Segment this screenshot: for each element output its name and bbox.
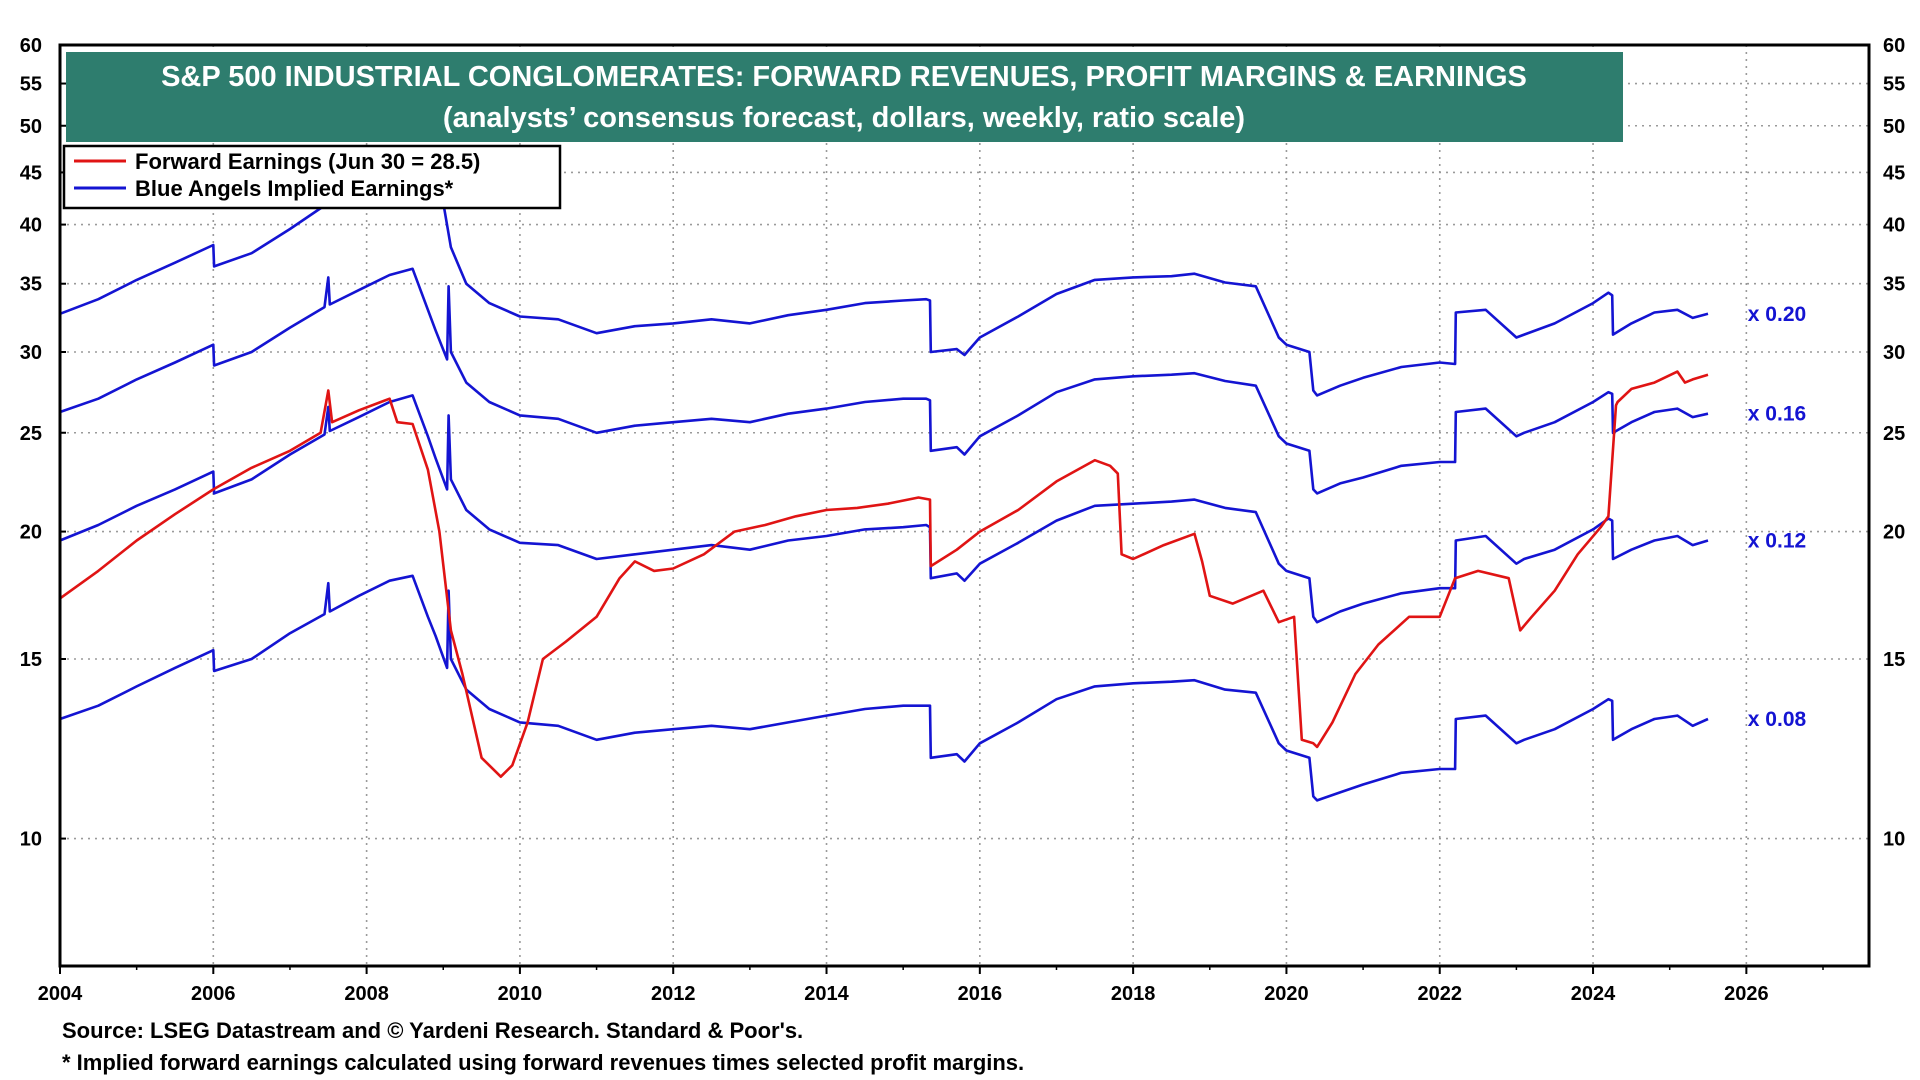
x-tick-2026: 2026 [1724,983,1769,1005]
y-tick-left-35: 35 [20,274,42,296]
chart-subtitle: (analysts’ consensus forecast, dollars, … [443,102,1245,134]
y-tick-left-55: 55 [20,74,42,96]
multiplier-label-020: x 0.20 [1748,303,1806,326]
y-tick-left-20: 20 [20,522,42,544]
footer-source: Source: LSEG Datastream and © Yardeni Re… [62,1018,804,1043]
plot-frame [58,43,1871,968]
y-tick-right-25: 25 [1883,423,1905,445]
x-tick-2014: 2014 [804,983,849,1005]
y-tick-right-35: 35 [1883,274,1905,296]
legend: Forward Earnings (Jun 30 = 28.5) Blue An… [62,144,562,210]
title-box [66,52,1623,142]
x-tick-2016: 2016 [958,983,1003,1005]
multiplier-label-012: x 0.12 [1748,530,1806,553]
series-line-forward-earnings [59,370,1709,778]
y-tick-right-20: 20 [1883,522,1905,544]
x-tick-2020: 2020 [1264,983,1309,1005]
x-tick-2010: 2010 [498,983,543,1005]
series-line-blue-angels-implied-earnings-x-0-16 [59,267,1709,495]
y-tick-right-60: 60 [1883,35,1905,57]
y-tick-right-30: 30 [1883,342,1905,364]
x-tick-2024: 2024 [1571,983,1616,1005]
x-tick-2018: 2018 [1111,983,1156,1005]
multiplier-label-008: x 0.08 [1748,708,1807,731]
y-tick-left-60: 60 [20,35,42,57]
y-tick-left-50: 50 [20,116,42,138]
y-tick-left-25: 25 [20,423,42,445]
y-tick-right-45: 45 [1883,162,1905,184]
y-tick-left-30: 30 [20,342,42,364]
y-tick-right-15: 15 [1883,649,1905,671]
multiplier-label-016: x 0.16 [1748,403,1806,426]
series-line-blue-angels-implied-earnings-x-0-08 [59,574,1709,802]
series-line-blue-angels-implied-earnings-x-0-12 [59,394,1709,624]
y-tick-right-50: 50 [1883,116,1905,138]
x-tick-2006: 2006 [191,983,236,1005]
legend-box [62,144,562,210]
multiplier-labels: x 0.20 x 0.16 x 0.12 x 0.08 [1748,303,1807,731]
y-tick-left-40: 40 [20,215,42,237]
legend-label-blue-angels: Blue Angels Implied Earnings* [135,176,454,201]
x-tick-2008: 2008 [344,983,389,1005]
y-tick-right-10: 10 [1883,829,1905,851]
y-tick-right-40: 40 [1883,215,1905,237]
chart-title: S&P 500 INDUSTRIAL CONGLOMERATES: FORWAR… [161,61,1527,93]
y-tick-right-55: 55 [1883,74,1905,96]
x-tick-2004: 2004 [38,983,83,1005]
x-tick-2022: 2022 [1417,983,1462,1005]
x-tick-2012: 2012 [651,983,696,1005]
footer-note: * Implied forward earnings calculated us… [62,1050,1025,1075]
y-tick-left-10: 10 [20,829,42,851]
series-layer [59,166,1709,802]
y-tick-left-15: 15 [20,649,42,671]
y-tick-left-45: 45 [20,162,42,184]
legend-label-forward: Forward Earnings (Jun 30 = 28.5) [135,149,480,174]
